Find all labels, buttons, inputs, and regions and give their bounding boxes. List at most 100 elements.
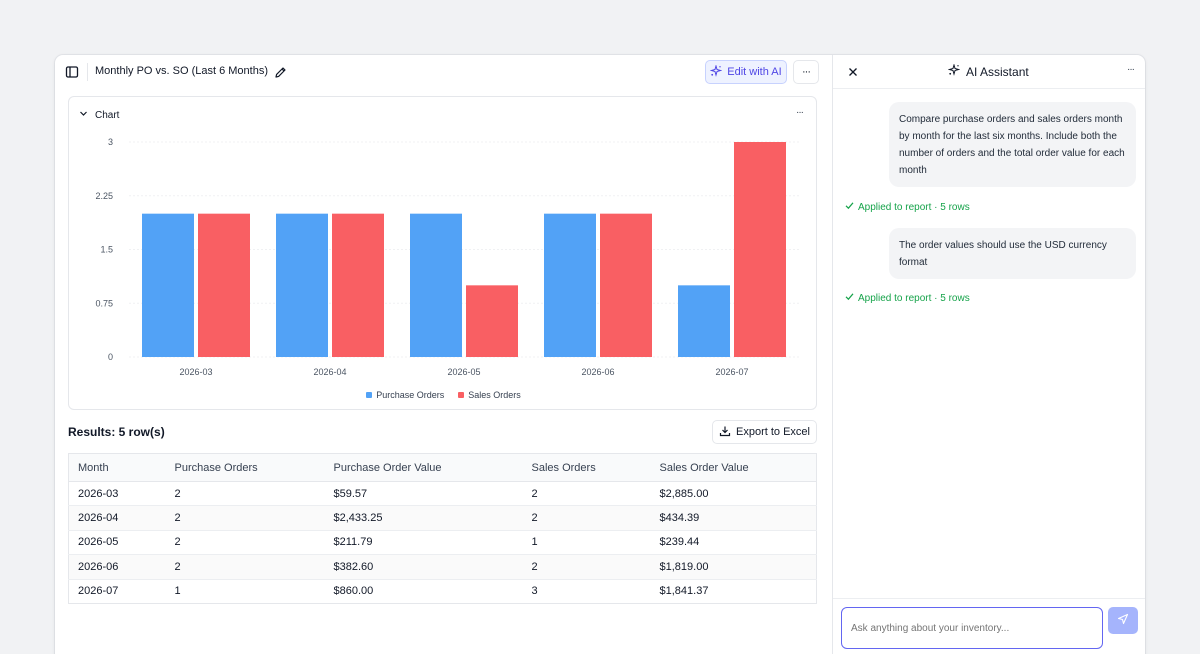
table-row: 2026-06 2 $382.60 2 $1,819.00 [68,554,817,580]
column-header-sales-order-value[interactable]: Sales Order Value [650,453,817,482]
applied-status: Applied to report · 5 rows [845,201,970,213]
table-cell: 2 [165,554,325,580]
sparkles-icon [709,63,723,80]
report-header: Monthly PO vs. SO (Last 6 Months) Edit w… [55,55,832,89]
report-title: Monthly PO vs. SO (Last 6 Months) [95,65,269,77]
chart-more-button[interactable]: ··· [796,107,804,118]
table-cell: $2,433.25 [324,505,523,531]
x-tick-label: 2026-06 [581,367,614,377]
header-divider [87,63,88,81]
table-cell: $211.79 [324,530,523,556]
legend-item-purchase-orders[interactable]: Purchase Orders [366,390,444,400]
table-cell: $1,841.37 [659,585,709,598]
applied-status-text: Applied to report · 5 rows [858,292,970,304]
bar[interactable] [142,213,194,357]
checkmark-icon [845,201,854,213]
edit-with-ai-button[interactable]: Edit with AI [705,60,787,84]
chart-toggle-label: Chart [95,109,120,121]
legend-item-sales-orders[interactable]: Sales Orders [458,390,521,400]
table-cell: 2 [522,481,651,507]
bar[interactable] [544,213,596,357]
ai-assistant-panel: AI Assistant ··· Compare purchase orders… [832,55,1145,654]
user-message: The order values should use the USD curr… [889,228,1136,279]
table-cell: 2 [165,505,325,531]
checkmark-icon [845,292,854,304]
table-cell: $239.44 [650,530,817,556]
column-header-purchase-order-value[interactable]: Purchase Order Value [324,453,523,482]
column-header-purchase-orders[interactable]: Purchase Orders [165,453,325,482]
table-row: 2026-07 1 $860.00 3 $1,841.37 [69,579,817,603]
x-tick-label: 2026-03 [179,367,212,377]
ai-input-area [833,598,1145,654]
ai-more-button[interactable]: ··· [1127,64,1135,75]
bar[interactable] [276,213,328,357]
bar[interactable] [600,213,652,357]
bar[interactable] [734,142,786,357]
y-tick-label: 0.75 [95,298,113,308]
table-cell: $434.39 [650,505,817,531]
table-row: 2026-05 2 $211.79 1 $239.44 [68,530,817,556]
table-row: 2026-04 2 $2,433.25 2 $434.39 [68,505,817,531]
legend-label: Purchase Orders [376,390,445,400]
user-message: Compare purchase orders and sales orders… [889,102,1136,187]
table-cell: 2 [165,530,325,556]
table-cell: 2 [522,505,651,531]
table-cell: 1 [522,530,651,556]
sparkles-icon [947,63,961,79]
x-tick-label: 2026-04 [313,367,346,377]
pencil-icon[interactable] [272,64,288,80]
table-cell: 2026-04 [68,505,166,531]
table-cell: $860.00 [333,585,374,598]
edit-with-ai-label: Edit with AI [727,66,782,78]
bar[interactable] [466,285,518,357]
export-label: Export to Excel [736,426,810,438]
close-icon[interactable] [845,64,861,80]
chart-collapse-toggle[interactable]: Chart [79,109,119,121]
table-header-row: Month Purchase Orders Purchase Order Val… [68,453,817,482]
table-cell: 2026-05 [68,530,166,556]
x-tick-label: 2026-05 [447,367,480,377]
y-tick-label: 3 [108,137,113,147]
table-cell: 1 [174,585,181,598]
table-cell: 3 [531,585,538,598]
table-cell: 2 [165,481,325,507]
results-title: Results: 5 row(s) [68,425,165,439]
table-cell: $382.60 [324,554,523,580]
results-table: Month Purchase Orders Purchase Order Val… [68,453,817,604]
column-header-month[interactable]: Month [68,453,166,482]
more-options-button[interactable]: ··· [793,60,819,84]
applied-status: Applied to report · 5 rows [845,292,970,304]
legend-swatch [458,392,465,398]
bar[interactable] [198,213,250,357]
legend-swatch [366,392,373,398]
table-cell: 2026-07 [78,585,119,598]
report-window: Monthly PO vs. SO (Last 6 Months) Edit w… [55,55,1145,654]
chart-legend: Purchase Orders Sales Orders [69,390,818,400]
send-icon [1117,612,1129,630]
send-button[interactable] [1108,607,1138,634]
table-cell: 2026-03 [68,481,166,507]
chevron-down-icon [79,109,88,121]
x-tick-label: 2026-07 [715,367,748,377]
y-tick-label: 0 [108,352,113,362]
ai-panel-title: AI Assistant [947,63,1029,79]
applied-status-text: Applied to report · 5 rows [858,201,970,213]
export-to-excel-button[interactable]: Export to Excel [712,420,817,444]
table-cell: 2 [522,554,651,580]
table-cell: $1,819.00 [650,554,817,580]
table-cell: $2,885.00 [650,481,817,507]
table-cell: $59.57 [324,481,523,507]
y-tick-label: 2.25 [95,191,113,201]
column-header-sales-orders[interactable]: Sales Orders [522,453,651,482]
bar[interactable] [332,213,384,357]
sidebar-toggle-icon[interactable] [64,64,80,80]
chart-card: 0 0.75 1.5 2.25 3 2026-03 2026-04 2026-05 2026-0… [68,96,817,410]
table-row: 2026-03 2 $59.57 2 $2,885.00 [68,481,817,507]
legend-label: Sales Orders [468,390,521,400]
bar[interactable] [678,285,730,357]
download-icon [719,425,731,440]
ai-panel-header: AI Assistant ··· [833,55,1145,89]
ai-chat-input[interactable] [841,607,1103,649]
table-cell: 2026-06 [68,554,166,580]
bar[interactable] [410,213,462,357]
